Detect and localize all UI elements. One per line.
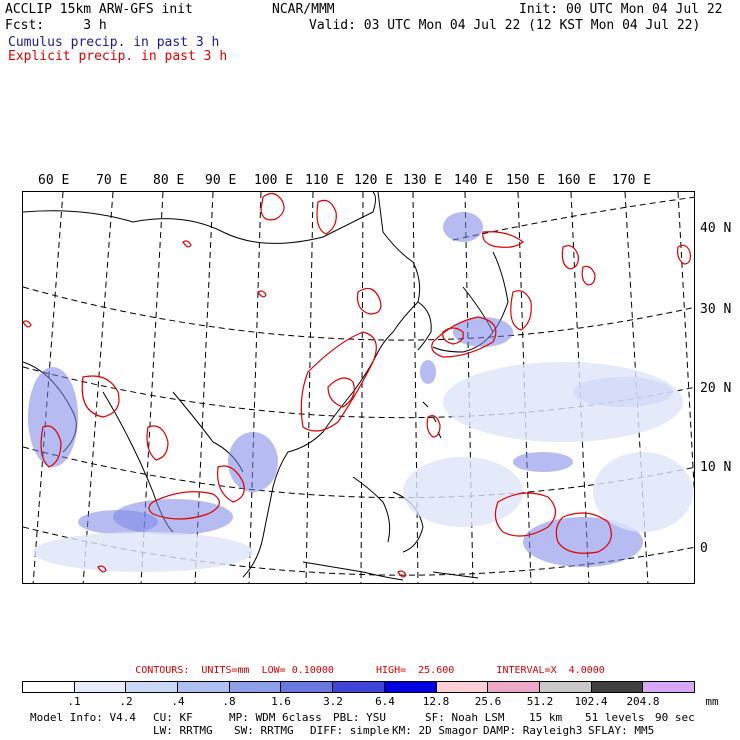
lon-label: 110 E	[305, 173, 345, 188]
colorbar-label: 3.2	[323, 695, 343, 708]
colorbar-label: .1	[67, 695, 81, 708]
colorbar-bin	[488, 682, 540, 692]
colorbar-bin	[539, 682, 592, 692]
lat-label: 10 N	[700, 460, 732, 475]
lon-label: 170 E	[612, 173, 652, 188]
colorbar-label: 102.4	[574, 695, 608, 708]
colorbar	[22, 681, 695, 693]
precip-map	[22, 191, 695, 584]
contours-info: CONTOURS: UNITS=mm LOW= 0.10000 HIGH= 25…	[135, 665, 605, 676]
colorbar-bin	[384, 682, 437, 692]
colorbar-label: .4	[171, 695, 185, 708]
lat-label: 0	[700, 541, 708, 556]
legend-explicit: Explicit precip. in past 3 h	[8, 49, 228, 64]
lat-label: 30 N	[700, 302, 732, 317]
explicit-precip	[23, 192, 691, 578]
colorbar-label: 1.6	[271, 695, 291, 708]
init-time: Init: 00 UTC Mon 04 Jul 22	[519, 2, 723, 17]
colorbar-label: 6.4	[375, 695, 395, 708]
footer-model-info: Model Info: V4.4	[30, 711, 136, 724]
forecast-hour: Fcst: 3 h	[5, 18, 107, 33]
colorbar-label: 51.2	[526, 695, 554, 708]
valid-time: Valid: 03 UTC Mon 04 Jul 22 (12 KST Mon …	[309, 18, 701, 33]
colorbar-label: 25.6	[474, 695, 502, 708]
colorbar-unit: mm	[705, 695, 719, 708]
footer-km: KM: 2D Smagor	[392, 724, 479, 737]
lat-label: 40 N	[700, 221, 732, 236]
footer-timestep: 90 sec	[655, 711, 695, 724]
lon-label: 150 E	[506, 173, 546, 188]
lon-label: 60 E	[38, 173, 70, 188]
footer-cu: CU: KF	[153, 711, 193, 724]
colorbar-bin	[23, 682, 75, 692]
cumulus-precip	[28, 212, 673, 567]
colorbar-bin	[591, 682, 644, 692]
colorbar-label: .8	[222, 695, 236, 708]
lon-label: 90 E	[205, 173, 237, 188]
footer-lw: LW: RRTMG	[153, 724, 213, 737]
colorbar-bin	[178, 682, 230, 692]
footer-levels: 51 levels	[585, 711, 645, 724]
light-precip	[33, 362, 693, 572]
lon-label: 140 E	[454, 173, 494, 188]
lon-label: 80 E	[153, 173, 185, 188]
lon-label: 130 E	[403, 173, 443, 188]
institution-label: NCAR/MMM	[272, 2, 335, 17]
footer-sflay: SFLAY: MM5	[588, 724, 655, 737]
colorbar-bin	[333, 682, 385, 692]
lat-label: 20 N	[700, 381, 732, 396]
colorbar-bin	[436, 682, 489, 692]
colorbar-label: 12.8	[422, 695, 450, 708]
colorbar-bin	[74, 682, 127, 692]
footer-resolution: 15 km	[529, 711, 563, 724]
graticule-lon	[32, 192, 694, 583]
colorbar-bin	[126, 682, 179, 692]
lon-label: 120 E	[354, 173, 394, 188]
lon-label: 160 E	[557, 173, 597, 188]
footer-damp: DAMP: Rayleigh3	[483, 724, 583, 737]
colorbar-label: 204.8	[626, 695, 660, 708]
footer-sw: SW: RRTMG	[234, 724, 294, 737]
colorbar-bin	[281, 682, 334, 692]
map-canvas	[23, 192, 694, 583]
model-title: ACCLIP 15km ARW-GFS init	[5, 2, 193, 17]
footer-pbl: PBL: YSU	[333, 711, 386, 724]
legend-cumulus: Cumulus precip. in past 3 h	[8, 35, 220, 50]
lon-label: 100 E	[254, 173, 294, 188]
footer-diff: DIFF: simple	[310, 724, 390, 737]
colorbar-bin	[229, 682, 282, 692]
lon-label: 70 E	[96, 173, 128, 188]
colorbar-bin	[643, 682, 694, 692]
footer-mp: MP: WDM 6class	[229, 711, 322, 724]
footer-sf: SF: Noah LSM	[425, 711, 505, 724]
colorbar-label: .2	[119, 695, 133, 708]
